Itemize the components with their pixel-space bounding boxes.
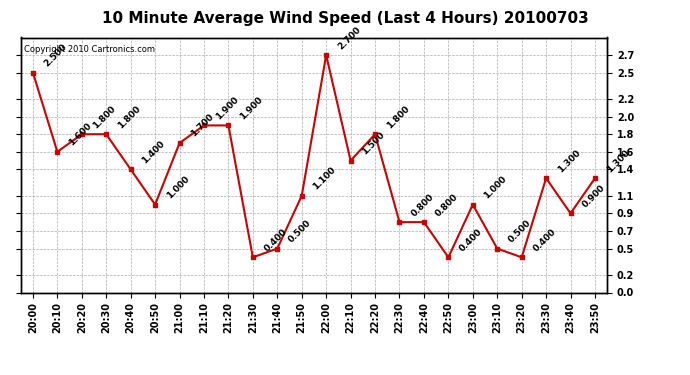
- Text: 2.700: 2.700: [336, 25, 362, 51]
- Text: 1.600: 1.600: [67, 122, 93, 148]
- Text: 1.000: 1.000: [165, 174, 191, 200]
- Text: 0.400: 0.400: [531, 227, 558, 253]
- Text: 0.800: 0.800: [433, 192, 460, 218]
- Text: 1.500: 1.500: [360, 130, 386, 156]
- Text: 1.000: 1.000: [482, 174, 509, 200]
- Text: 0.400: 0.400: [263, 227, 289, 253]
- Text: 0.900: 0.900: [580, 183, 607, 209]
- Text: 0.400: 0.400: [458, 227, 484, 253]
- Text: 1.800: 1.800: [92, 104, 118, 130]
- Text: 1.800: 1.800: [116, 104, 142, 130]
- Text: 0.500: 0.500: [507, 218, 533, 244]
- Text: 0.500: 0.500: [287, 218, 313, 244]
- Text: 1.400: 1.400: [140, 139, 167, 165]
- Text: 1.900: 1.900: [214, 95, 240, 121]
- Text: 1.300: 1.300: [604, 148, 631, 174]
- Text: 1.800: 1.800: [385, 104, 411, 130]
- Text: 1.900: 1.900: [238, 95, 264, 121]
- Text: Copyright 2010 Cartronics.com: Copyright 2010 Cartronics.com: [23, 45, 155, 54]
- Text: 10 Minute Average Wind Speed (Last 4 Hours) 20100703: 10 Minute Average Wind Speed (Last 4 Hou…: [101, 11, 589, 26]
- Text: 2.500: 2.500: [43, 42, 69, 69]
- Text: 0.800: 0.800: [409, 192, 435, 218]
- Text: 1.700: 1.700: [189, 112, 215, 139]
- Text: 1.300: 1.300: [556, 148, 582, 174]
- Text: 1.100: 1.100: [311, 165, 337, 192]
